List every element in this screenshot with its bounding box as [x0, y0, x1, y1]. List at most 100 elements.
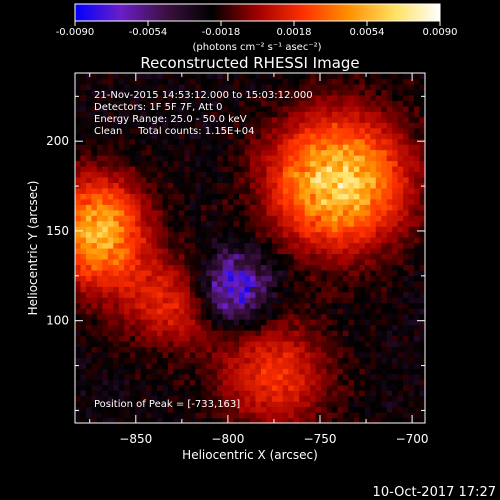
heatmap-pixel [96, 155, 103, 162]
heatmap-pixel [80, 302, 87, 309]
heatmap-pixel [200, 330, 207, 337]
heatmap-pixel [75, 330, 82, 337]
heatmap-pixel [260, 373, 268, 380]
heatmap-pixel [228, 373, 235, 380]
heatmap-pixel [397, 220, 404, 227]
heatmap-pixel [386, 248, 393, 255]
heatmap-pixel [129, 253, 136, 260]
heatmap-pixel [386, 83, 393, 91]
heatmap-pixel [414, 286, 421, 293]
heatmap-pixel [359, 248, 366, 255]
heatmap-pixel [233, 351, 240, 358]
heatmap-pixel [260, 231, 268, 238]
heatmap-pixel [96, 242, 103, 249]
heatmap-pixel [228, 231, 235, 238]
heatmap-pixel [381, 275, 388, 282]
heatmap-pixel [239, 100, 246, 107]
heatmap-pixel [386, 280, 393, 287]
heatmap-pixel [184, 204, 191, 211]
heatmap-pixel [91, 297, 98, 304]
heatmap-pixel [419, 215, 425, 222]
heatmap-pixel [288, 193, 295, 200]
heatmap-pixel [282, 362, 289, 369]
heatmap-pixel [381, 248, 388, 255]
heatmap-pixel [211, 291, 218, 298]
heatmap-pixel [233, 264, 240, 271]
heatmap-pixel [255, 357, 262, 364]
heatmap-pixel [113, 133, 120, 140]
heatmap-pixel [195, 351, 202, 358]
heatmap-pixel [244, 138, 251, 145]
heatmap-pixel [266, 144, 273, 151]
heatmap-pixel [277, 231, 284, 238]
heatmap-pixel [91, 357, 98, 364]
heatmap-pixel [85, 330, 93, 337]
heatmap-pixel [250, 165, 257, 173]
heatmap-pixel [200, 105, 207, 112]
heatmap-pixel [91, 412, 98, 419]
heatmap-pixel [293, 340, 300, 348]
heatmap-pixel [299, 335, 306, 342]
heatmap-pixel [189, 165, 196, 173]
heatmap-pixel [293, 176, 300, 183]
heatmap-pixel [414, 209, 421, 216]
heatmap-pixel [403, 215, 410, 222]
heatmap-pixel [260, 417, 268, 423]
heatmap-pixel [392, 351, 399, 358]
heatmap-pixel [364, 379, 371, 386]
heatmap-pixel [299, 340, 306, 348]
heatmap-pixel [91, 176, 98, 183]
heatmap-pixel [195, 133, 202, 140]
heatmap-pixel [386, 253, 393, 260]
heatmap-pixel [173, 226, 180, 233]
heatmap-pixel [321, 160, 328, 167]
heatmap-pixel [206, 215, 213, 222]
heatmap-pixel [342, 83, 350, 91]
heatmap-pixel [178, 165, 185, 173]
heatmap-pixel [244, 111, 251, 118]
heatmap-pixel [200, 182, 207, 189]
heatmap-pixel [266, 171, 273, 178]
heatmap-pixel [304, 330, 311, 337]
heatmap-pixel [392, 149, 399, 156]
heatmap-pixel [277, 258, 284, 266]
heatmap-pixel [124, 313, 131, 320]
heatmap-pixel [129, 379, 136, 386]
heatmap-pixel [140, 209, 147, 216]
heatmap-pixel [184, 412, 191, 419]
heatmap-pixel [315, 78, 322, 85]
heatmap-pixel [140, 78, 147, 85]
colorbar [74, 3, 441, 22]
heatmap-pixel [375, 215, 382, 222]
heatmap-pixel [337, 215, 344, 222]
heatmap-pixel [173, 368, 180, 375]
heatmap-pixel [277, 89, 284, 96]
heatmap-pixel [217, 204, 224, 211]
heatmap-pixel [107, 100, 114, 107]
heatmap-pixel [173, 111, 180, 118]
heatmap-pixel [162, 209, 169, 216]
heatmap-pixel [157, 155, 164, 162]
heatmap-pixel [260, 340, 268, 348]
heatmap-pixel [310, 291, 317, 298]
heatmap-pixel [146, 155, 153, 162]
heatmap-pixel [113, 319, 120, 326]
heatmap-pixel [277, 390, 284, 397]
heatmap-pixel [140, 122, 147, 129]
heatmap-pixel [239, 379, 246, 386]
heatmap-pixel [250, 275, 257, 282]
heatmap-pixel [310, 89, 317, 96]
heatmap-pixel [282, 94, 289, 101]
heatmap-pixel [96, 193, 103, 200]
heatmap-pixel [321, 340, 328, 348]
heatmap-pixel [288, 417, 295, 423]
heatmap-pixel [222, 308, 229, 315]
heatmap-pixel [326, 275, 333, 282]
heatmap-pixel [381, 357, 388, 364]
heatmap-pixel [222, 220, 229, 227]
heatmap-pixel [211, 204, 218, 211]
heatmap-pixel [414, 280, 421, 287]
heatmap-pixel [102, 226, 109, 233]
heatmap-pixel [129, 237, 136, 244]
heatmap-pixel [228, 275, 235, 282]
